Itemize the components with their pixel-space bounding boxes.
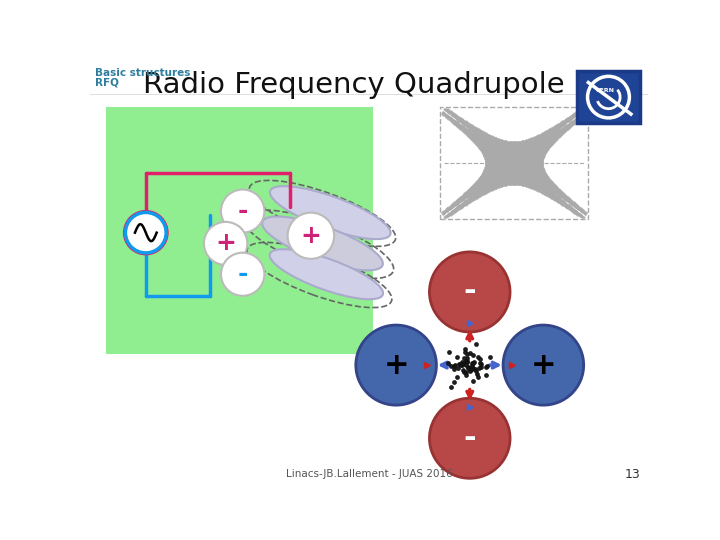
Point [461,370,472,379]
Point [468,358,480,367]
Circle shape [221,253,264,296]
Point [470,366,482,375]
Point [445,361,456,370]
Point [461,356,472,365]
Point [453,360,464,369]
Point [461,368,472,376]
Bar [577,71,640,123]
Point [448,362,459,371]
Point [458,368,469,376]
Point [456,357,468,366]
Point [464,348,476,357]
Point [462,362,474,371]
Circle shape [221,190,264,233]
Point [454,360,466,369]
Point [462,349,473,358]
Ellipse shape [270,186,390,239]
Text: +: + [300,224,321,248]
Point [462,358,473,367]
Text: -: - [464,278,476,306]
Point [481,361,492,370]
Point [443,359,454,367]
Point [458,354,469,362]
Point [467,377,479,386]
Point [473,364,485,373]
Ellipse shape [262,217,383,271]
Point [467,361,478,370]
Point [451,353,463,362]
Point [463,363,474,372]
Point [452,363,464,372]
Point [466,364,477,373]
Point [475,359,487,368]
Point [459,345,470,354]
Text: +: + [383,350,409,380]
Point [474,358,485,367]
Point [459,357,470,366]
Circle shape [503,325,584,405]
Text: CERN: CERN [596,89,615,93]
Point [460,361,472,370]
Text: RFQ: RFQ [96,78,120,87]
Point [449,365,460,374]
Point [472,352,484,361]
Point [472,373,484,381]
Point [484,353,495,361]
Text: -: - [238,262,248,286]
Circle shape [287,213,334,259]
Point [465,365,477,374]
Point [468,359,480,367]
Point [457,365,469,374]
Point [467,351,479,360]
Point [469,365,481,374]
Point [467,363,479,372]
Text: -: - [464,424,476,453]
Point [474,354,486,363]
Point [449,377,460,386]
Point [451,373,462,382]
Point [455,361,467,370]
Text: Radio Frequency Quadrupole: Radio Frequency Quadrupole [143,71,564,99]
Text: -: - [238,199,248,223]
Text: Basic structures: Basic structures [96,68,191,78]
Point [444,348,455,356]
Point [471,370,482,379]
Point [459,348,470,356]
Point [467,358,478,367]
Point [456,360,468,369]
Circle shape [204,222,248,265]
Point [475,362,487,371]
Bar [106,107,373,354]
Circle shape [356,325,436,405]
Bar [441,107,588,219]
Point [459,357,470,366]
Text: Linacs-JB.Lallement - JUAS 2016: Linacs-JB.Lallement - JUAS 2016 [286,469,452,480]
Circle shape [429,398,510,478]
Circle shape [127,214,164,251]
Point [445,383,456,391]
Point [480,363,492,372]
Point [462,354,473,362]
Circle shape [429,252,510,332]
Text: 13: 13 [625,468,640,481]
Point [471,340,482,348]
Ellipse shape [270,249,383,299]
Point [466,363,477,372]
Point [464,367,475,375]
Point [449,361,461,369]
Point [457,360,469,369]
Text: +: + [531,350,556,380]
Point [480,371,492,380]
Text: +: + [215,232,236,255]
